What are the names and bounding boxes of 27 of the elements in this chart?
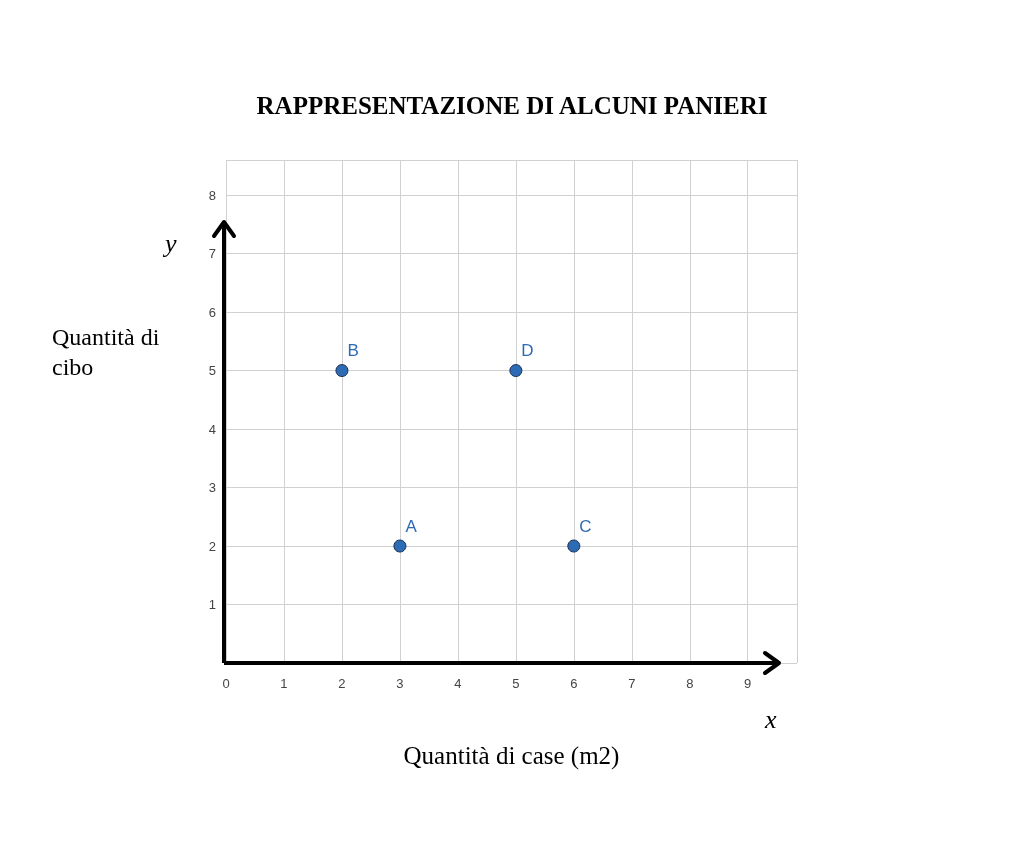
x-tick-label: 9 (744, 676, 752, 691)
x-tick-label: 8 (686, 676, 694, 691)
text: y (162, 228, 177, 258)
x-tick-label: 4 (454, 676, 462, 691)
y-tick-label: 2 (208, 538, 216, 554)
y-tick-label: 4 (208, 421, 216, 437)
y-tick-label: 5 (208, 363, 216, 379)
x-tick-label: 5 (512, 676, 520, 691)
data-label: A (405, 516, 418, 536)
y-tick-label: 1 (208, 597, 216, 613)
data-label: B (347, 341, 359, 361)
data-label: C (579, 516, 592, 536)
x-tick-label: 3 (396, 676, 404, 691)
x-tick-label: 7 (628, 676, 636, 691)
x-tick-label: 0 (222, 676, 230, 691)
y-tick-label: 7 (208, 246, 216, 262)
y-tick-label: 6 (208, 304, 216, 320)
y-tick-label: 8 (208, 187, 216, 203)
data-label: D (521, 341, 534, 361)
chart-title: RAPPRESENTAZIONE DI ALCUNI PANIERI (256, 92, 768, 119)
x-tick-label: 1 (280, 676, 288, 691)
x-axis-title: Quantità di case (m2) (403, 742, 620, 770)
y-axis-title: Quantità di cibo (52, 324, 166, 380)
x-tick-label: 2 (338, 676, 346, 691)
y-tick-label: 3 (208, 480, 216, 496)
text: x (764, 704, 777, 734)
x-tick-label: 6 (570, 676, 578, 691)
